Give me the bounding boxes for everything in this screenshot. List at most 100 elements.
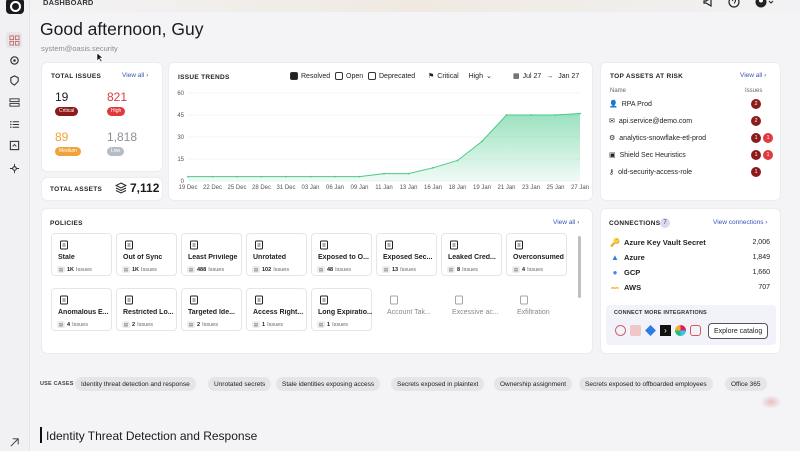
terminal-icon[interactable]: › (660, 325, 671, 336)
severity-badge[interactable]: 1 (763, 133, 773, 143)
use-case-chip[interactable]: Identity threat detection and response (75, 377, 196, 391)
settings-icon[interactable] (6, 52, 22, 68)
policy-count-value: 488 (197, 266, 207, 273)
severity-badge[interactable]: 1 (763, 150, 773, 160)
issues-icon: ▤ (122, 266, 130, 273)
policy-card-disabled[interactable]: Account Tak... (384, 288, 445, 331)
issues-icon: ▤ (382, 266, 390, 273)
policy-card[interactable]: Targeted Ide... ▤ 2 Issues (181, 288, 242, 331)
policy-card[interactable]: Leaked Cred... ▤ 8 Issues (441, 233, 502, 276)
policy-card[interactable]: Long Expiratio... ▤ 1 Issues (311, 288, 372, 331)
view-connections-link[interactable]: View connections › (713, 219, 768, 226)
issue-trends-chart: 0 15 30 45 60 19 Dec 22 Dec 25 Dec 28 Dec 31 Dec 0… (177, 91, 589, 191)
megaphone-icon[interactable] (702, 0, 714, 8)
user-avatar-icon[interactable] (755, 0, 775, 8)
policy-card-disabled[interactable]: Exfiltration (514, 288, 575, 331)
policy-card[interactable]: Anomalous E... ▤ 4 Issues (51, 288, 112, 331)
shield-icon[interactable] (6, 72, 22, 88)
policy-count-unit: Issues (400, 266, 417, 273)
open-checkbox[interactable]: Open (335, 72, 363, 80)
date-range-picker[interactable]: ▦ Jul 27 → Jan 27 (513, 72, 580, 81)
connection-row[interactable]: aws AWS (610, 283, 641, 292)
integration-icon[interactable] (630, 325, 641, 336)
policy-count-value: 102 (262, 266, 272, 273)
policies-title: POLICIES (50, 220, 83, 227)
policy-name: Out of Sync (123, 254, 163, 261)
asset-name: Shield Sec Heuristics (619, 151, 686, 159)
policy-card-disabled[interactable]: Excessive ac... (449, 288, 510, 331)
issues-icon: ▤ (317, 266, 325, 273)
issues-icon: ▤ (317, 321, 325, 328)
use-case-chip[interactable]: Stale identities exposing access (276, 377, 381, 391)
policy-name: Targeted Ide... (188, 309, 235, 316)
integrations-icon[interactable] (6, 160, 22, 176)
severity-badge[interactable]: 1 (751, 167, 761, 177)
asset-row[interactable]: ▣ Shield Sec Heuristics (609, 151, 686, 160)
policy-card[interactable]: Least Privilege ▤ 488 Issues (181, 233, 242, 276)
asset-row[interactable]: ⚷ old-security-access-role (609, 168, 692, 177)
severity-badge[interactable]: 1 (751, 150, 761, 160)
policy-name: Leaked Cred... (448, 254, 496, 261)
list-icon[interactable] (6, 116, 22, 132)
policies-view-all[interactable]: View all › (553, 219, 580, 226)
top-assets-view-all[interactable]: View all › (740, 72, 767, 79)
slack-icon[interactable] (675, 325, 686, 336)
integration-icon[interactable] (645, 325, 656, 336)
policy-count: ▤ 102 Issues (252, 266, 289, 273)
app-logo[interactable] (6, 0, 24, 14)
policy-icon (124, 240, 134, 250)
collapse-icon[interactable] (6, 434, 22, 450)
help-icon[interactable] (728, 0, 740, 8)
policy-card[interactable]: Out of Sync ▤ 1K Issues (116, 233, 177, 276)
use-case-chip[interactable]: Unrotated secrets (208, 377, 272, 391)
data-point (407, 172, 410, 175)
policy-name: Anomalous E... (58, 309, 109, 316)
app-icon: ▣ (609, 152, 616, 159)
connection-row[interactable]: ● GCP (610, 268, 641, 277)
dashboard-icon[interactable] (6, 32, 22, 48)
use-case-chip[interactable]: Ownership assignment (494, 377, 573, 391)
total-issues-title: TOTAL ISSUES (51, 73, 102, 80)
critical-badge[interactable]: Critical (55, 107, 79, 116)
severity-badge[interactable]: 2 (751, 99, 761, 109)
policy-card[interactable]: Exposed to O... ▤ 48 Issues (311, 233, 372, 276)
severity-badge[interactable]: 2 (751, 116, 761, 126)
severity-badge[interactable]: 1 (751, 133, 761, 143)
connection-row[interactable]: 🔑 Azure Key Vault Secret (610, 238, 706, 247)
policy-count-unit: Issues (76, 266, 92, 273)
policy-card[interactable]: Restricted Lo... ▤ 2 Issues (116, 288, 177, 331)
asset-row[interactable]: ⚙ analytics-snowflake-etl-prod (609, 134, 706, 143)
policy-icon (124, 295, 134, 305)
policy-count-value: 13 (392, 266, 399, 273)
integration-icon[interactable] (615, 325, 626, 336)
use-case-chip[interactable]: Secrets exposed to offboarded employees (579, 377, 713, 391)
data-point (579, 112, 581, 115)
explore-catalog-button[interactable]: Explore catalog (708, 323, 769, 339)
use-case-chip[interactable]: Office 365 (725, 377, 767, 391)
inventory-icon[interactable] (6, 94, 22, 110)
data-point (236, 175, 238, 178)
connection-name: Azure Key Vault Secret (624, 238, 706, 247)
low-badge[interactable]: Low (107, 147, 125, 156)
policies-scrollbar[interactable] (578, 236, 581, 298)
resolved-checkbox[interactable]: Resolved (290, 72, 330, 80)
use-case-chip[interactable]: Secrets exposed in plaintext (391, 377, 485, 391)
medium-badge[interactable]: Medium (55, 147, 81, 156)
policy-card[interactable]: Stale ▤ 1K Issues (51, 233, 112, 276)
asset-row[interactable]: ✉ api.service@demo.com (609, 117, 692, 126)
policy-card[interactable]: Access Right... ▤ 1 Issues (246, 288, 307, 331)
x-tick-label: 18 Jan (448, 185, 466, 191)
high-badge[interactable]: High (107, 107, 126, 116)
deprecated-checkbox[interactable]: Deprecated (368, 72, 415, 80)
x-tick-label: 09 Jan (350, 185, 368, 191)
policy-icon (449, 240, 459, 250)
severity-select[interactable]: ⚑ Critical High ⌄ (428, 72, 492, 81)
policy-card[interactable]: Exposed Sec... ▤ 13 Issues (376, 233, 437, 276)
connection-row[interactable]: ▲ Azure (610, 253, 645, 262)
reports-icon[interactable] (6, 137, 22, 153)
integration-icon[interactable] (690, 325, 701, 336)
total-issues-view-all[interactable]: View all › (122, 72, 149, 79)
asset-row[interactable]: 👤 RPA Prod (609, 100, 652, 109)
policy-card[interactable]: Unrotated ▤ 102 Issues (246, 233, 307, 276)
policy-card[interactable]: Overconsumed ▤ 4 Issues (506, 233, 567, 276)
